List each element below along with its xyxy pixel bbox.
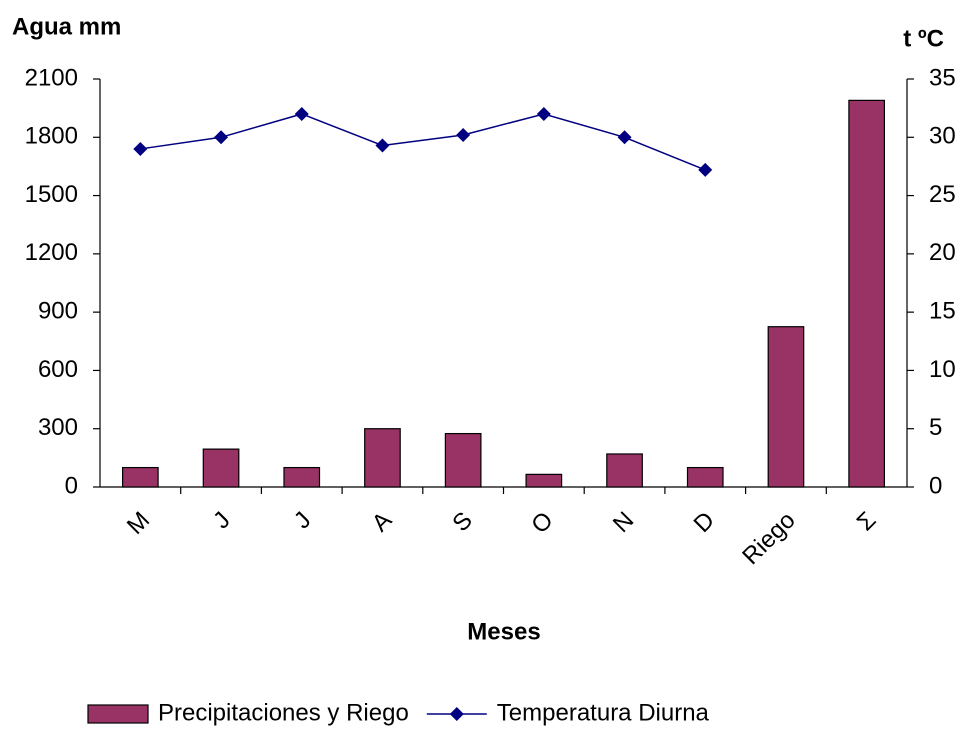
y-tick-label: 600: [38, 356, 78, 383]
y-tick-label: 1800: [25, 123, 78, 150]
bar: [606, 453, 643, 488]
y2-tick-label: 30: [929, 123, 956, 150]
x-tick-label: N: [608, 507, 639, 538]
x-tick-label: J: [208, 507, 236, 535]
x-tick-label: Riego: [737, 507, 800, 570]
x-tick-label: D: [689, 507, 720, 538]
y2-tick-label: 35: [929, 64, 956, 91]
legend-label: Precipitaciones y Riego: [158, 699, 409, 726]
x-tick-label: M: [122, 507, 155, 540]
marker: [617, 130, 632, 145]
y-tick-label: 900: [38, 297, 78, 324]
bar: [283, 466, 321, 488]
y-tick-label: 1500: [25, 181, 78, 208]
marker: [214, 130, 229, 145]
x-tick-label: Σ: [852, 507, 882, 537]
x-tick-label: A: [367, 507, 397, 537]
x-tick-label: O: [526, 507, 558, 539]
marker: [456, 127, 471, 142]
bar: [848, 99, 886, 488]
y2-tick-label: 5: [929, 414, 942, 441]
y2-tick-label: 25: [929, 181, 956, 208]
bar: [364, 428, 401, 488]
bar: [121, 466, 159, 488]
bar: [202, 448, 240, 488]
y-tick-label: 300: [38, 414, 78, 441]
bar: [525, 473, 563, 488]
y-tick-label: 1200: [25, 239, 78, 266]
y-tick-label: 0: [65, 472, 78, 499]
x-tick-label: J: [289, 507, 317, 535]
y2-tick-label: 10: [929, 356, 956, 383]
bar: [444, 432, 482, 488]
x-axis-title: Meses: [467, 618, 540, 645]
y-axis-title: Agua mm: [12, 13, 121, 40]
legend-label: Temperatura Diurna: [497, 699, 710, 726]
line: [140, 113, 706, 171]
y2-tick-label: 0: [929, 472, 942, 499]
marker: [375, 138, 390, 153]
marker: [133, 141, 148, 156]
legend-swatch: [449, 707, 464, 721]
y2-tick-label: 20: [929, 239, 956, 266]
y-tick-label: 2100: [25, 64, 78, 91]
y2-axis-title: t ºC: [903, 25, 944, 52]
marker: [698, 162, 713, 177]
marker: [536, 106, 551, 121]
bar: [767, 326, 805, 488]
bar: [686, 466, 724, 488]
y2-tick-label: 15: [929, 297, 956, 324]
legend-swatch: [87, 704, 149, 724]
x-tick-label: S: [447, 507, 477, 537]
marker: [294, 106, 309, 121]
